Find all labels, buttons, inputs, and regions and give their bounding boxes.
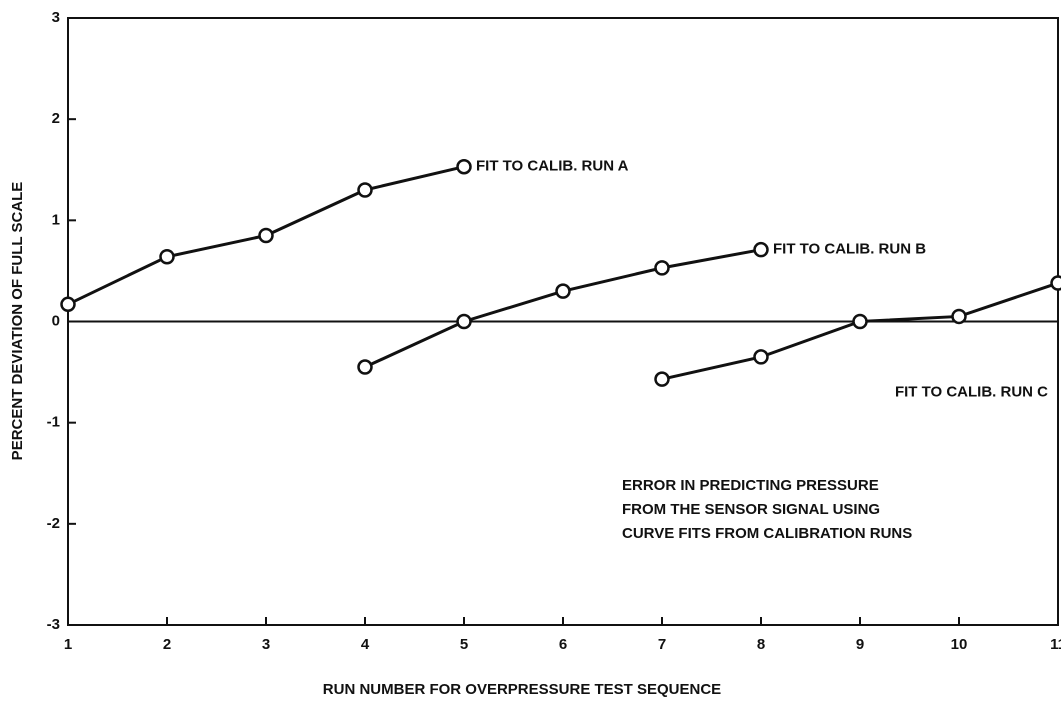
data-point [753, 241, 769, 258]
annotation: ERROR IN PREDICTING PRESSURE [622, 477, 879, 494]
data-point [852, 313, 868, 330]
data-point [258, 227, 274, 244]
y-tick-label: -3 [47, 616, 60, 633]
data-point [1050, 275, 1061, 291]
x-tick-label: 10 [951, 636, 968, 653]
series-line [364, 248, 762, 369]
x-tick-label: 3 [262, 636, 270, 653]
y-tick-label: 2 [52, 110, 60, 127]
y-tick-label: -1 [47, 414, 60, 431]
x-tick-label: 2 [163, 636, 171, 653]
x-tick-label: 1 [64, 636, 72, 653]
y-tick-label: -2 [47, 515, 60, 532]
series-label: FIT TO CALIB. RUN C [895, 383, 1048, 400]
annotation: FROM THE SENSOR SIGNAL USING [622, 501, 880, 518]
series-line [661, 281, 1059, 381]
y-tick-label: 3 [52, 9, 60, 26]
data-point [357, 359, 373, 375]
data-point [555, 283, 571, 299]
data-point [753, 349, 769, 365]
series-label: FIT TO CALIB. RUN A [476, 158, 629, 175]
data-point [654, 371, 670, 387]
data-point [357, 182, 373, 198]
series-label: FIT TO CALIB. RUN B [773, 241, 926, 258]
x-tick-label: 9 [856, 636, 864, 653]
x-tick-label: 7 [658, 636, 666, 653]
y-axis-label: PERCENT DEVIATION OF FULL SCALE [9, 182, 26, 461]
x-tick-label: 4 [361, 636, 370, 653]
x-tick-label: 6 [559, 636, 567, 653]
x-tick-label: 8 [757, 636, 765, 653]
data-point [456, 158, 472, 175]
data-point [654, 260, 670, 276]
data-point [60, 296, 76, 313]
annotation: CURVE FITS FROM CALIBRATION RUNS [622, 525, 912, 542]
data-point [159, 249, 175, 265]
y-tick-label: 0 [52, 312, 60, 329]
x-tick-label: 5 [460, 636, 468, 653]
data-point [456, 313, 472, 330]
x-axis-label: RUN NUMBER FOR OVERPRESSURE TEST SEQUENC… [323, 681, 721, 698]
data-point [951, 308, 967, 325]
y-tick-label: 1 [52, 211, 60, 228]
x-tick-label: 11 [1050, 636, 1061, 653]
